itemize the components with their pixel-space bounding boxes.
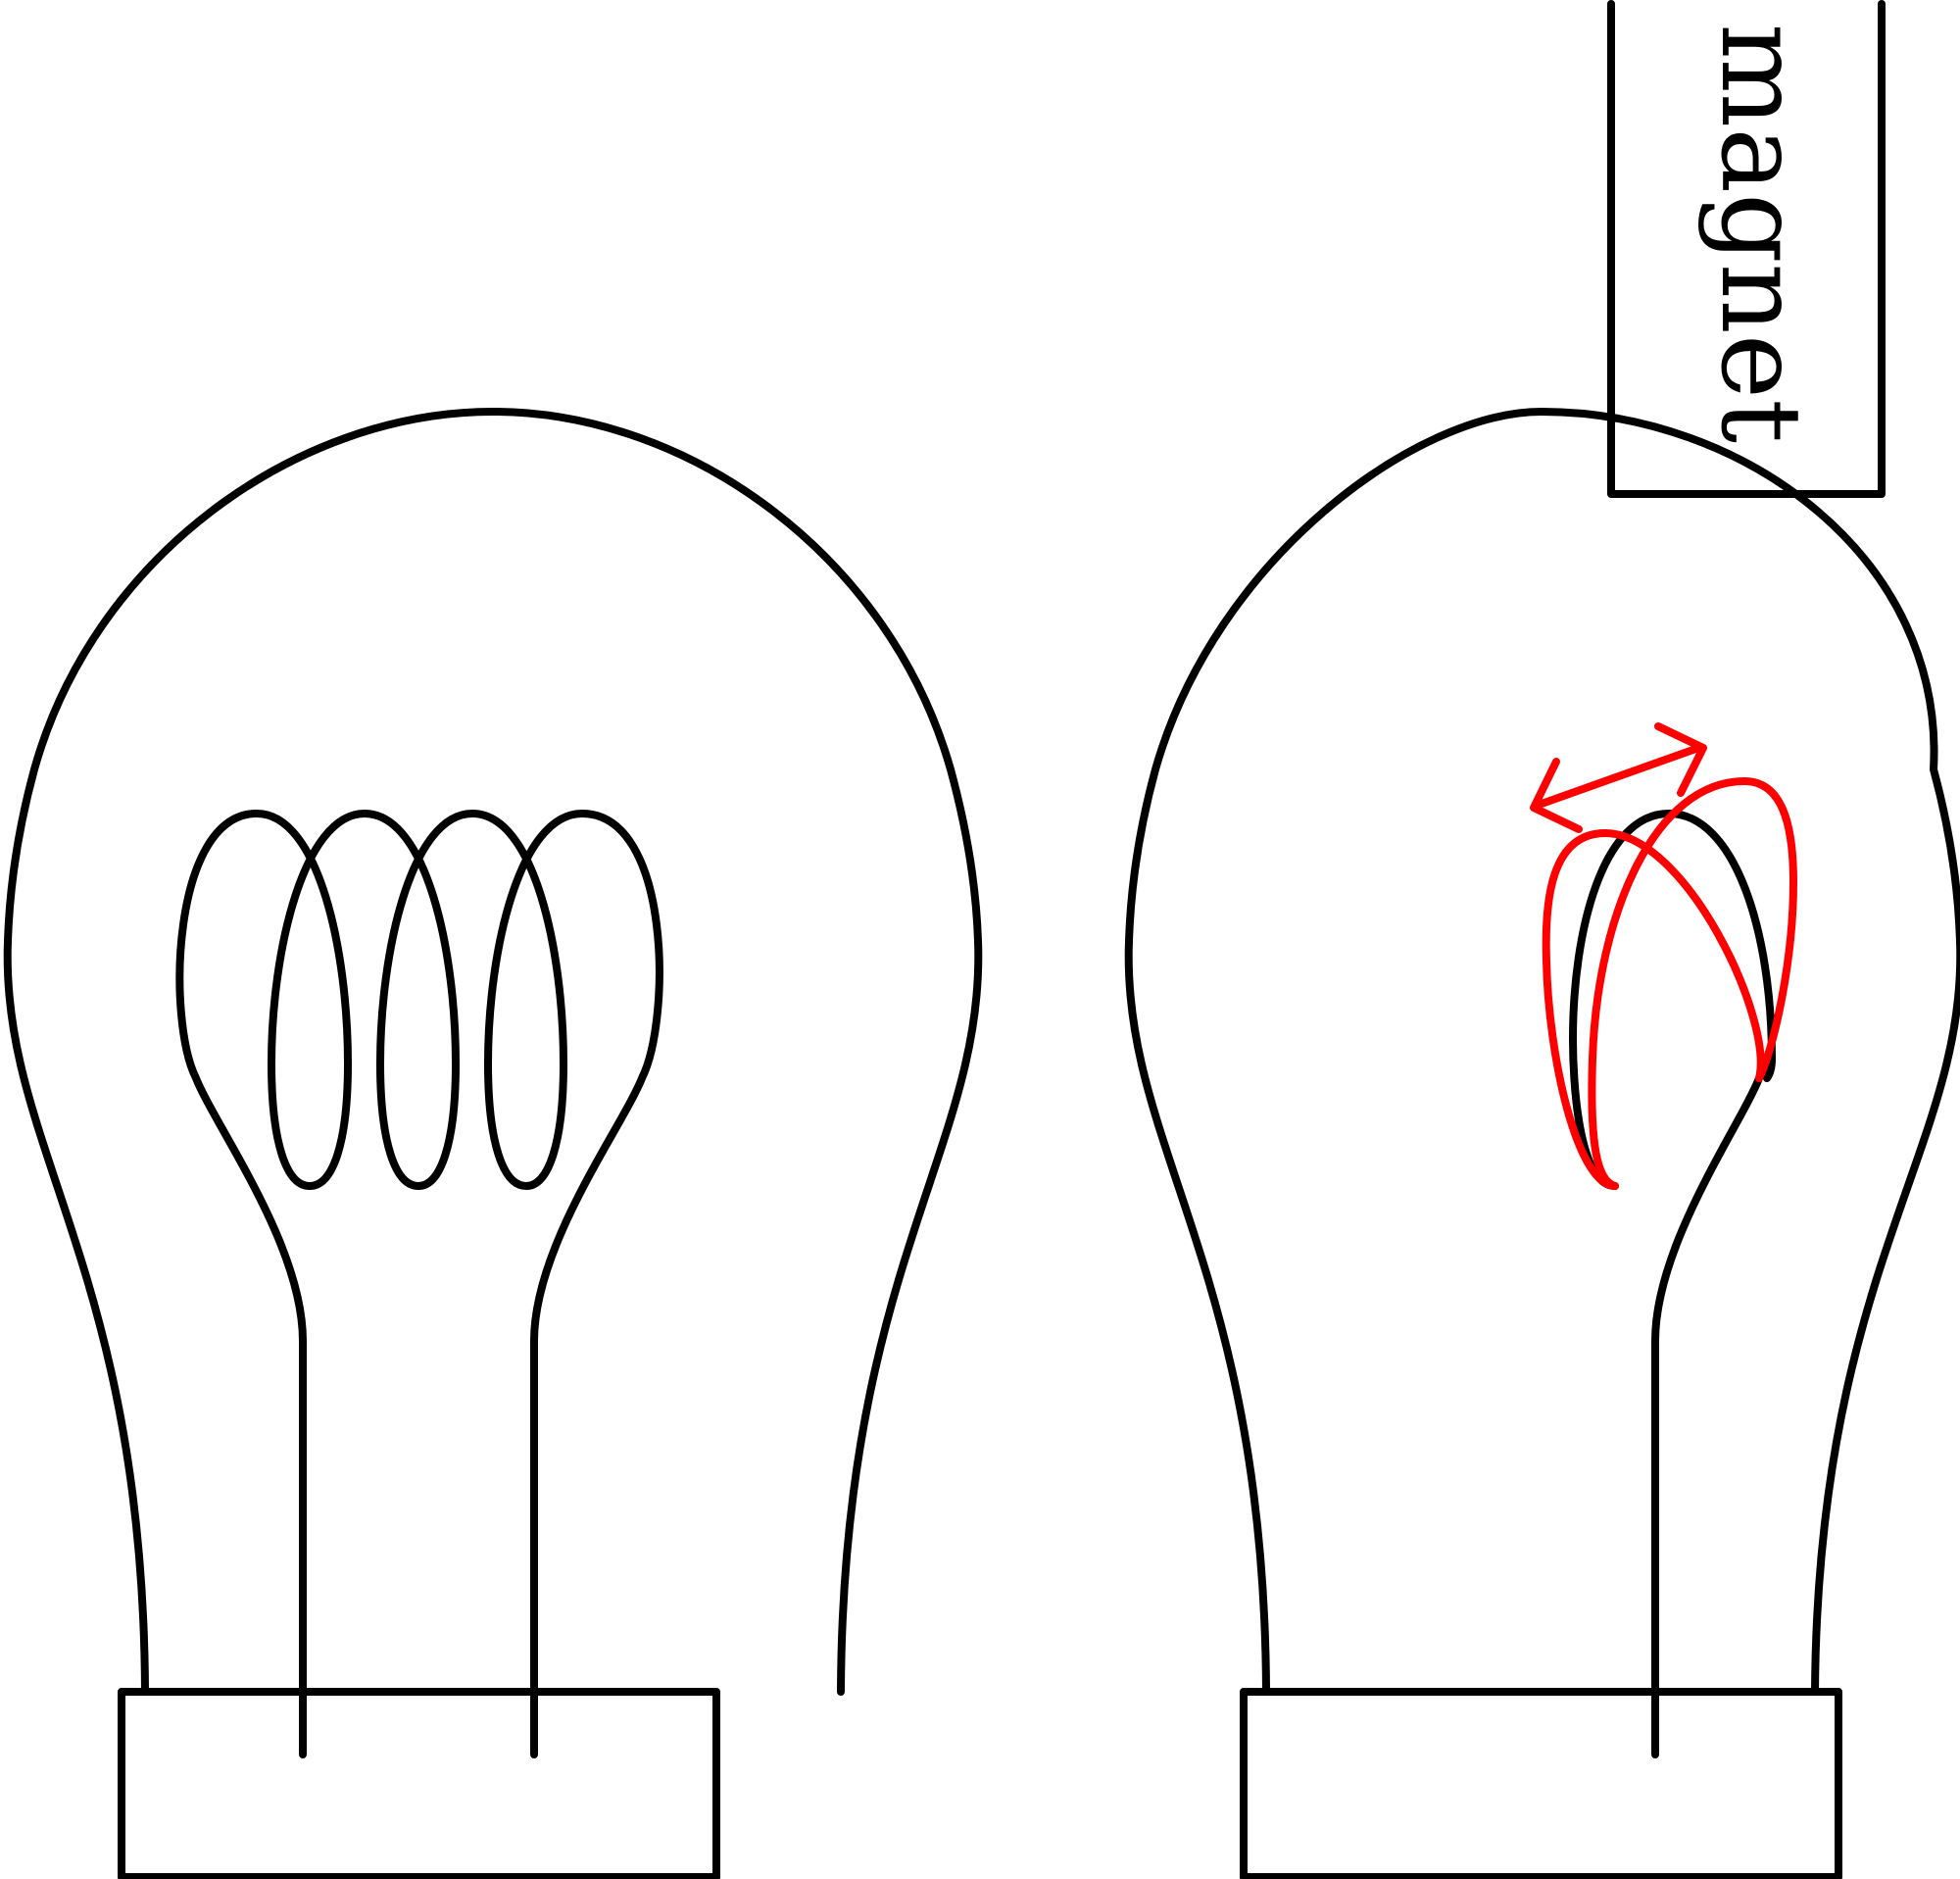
magnet-label: magnet [1696, 24, 1824, 443]
bulb-right-filament-deflected-a [1542, 829, 1765, 1190]
bulb-right-base [1240, 1688, 1842, 1879]
vibration-arrow-head-left [1530, 758, 1583, 833]
bulb-left-filament-coil [175, 810, 663, 1345]
bulb-left-base [118, 1688, 720, 1879]
vibration-arrow-shaft [1538, 743, 1705, 808]
bulb-right-glass [1124, 408, 1960, 1696]
bulb-left [3, 408, 983, 1879]
vibration-arrow-head-right [1654, 722, 1707, 797]
bulb-left-glass [3, 408, 983, 1696]
magnet-outline [1607, 0, 1886, 498]
bulb-right-filament-deflected-b [1588, 777, 1797, 1190]
magnet: magnet [1607, 0, 1886, 498]
bulb-right-stem [1651, 1074, 1763, 1345]
bulb-right-filament-rest [1569, 810, 1776, 1190]
bulb-right [1124, 408, 1960, 1879]
